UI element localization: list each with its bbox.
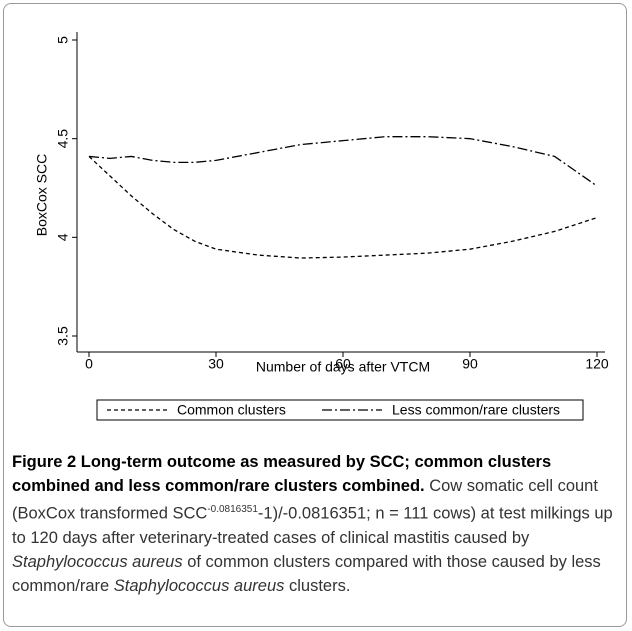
caption-italic: Staphylococcus aureus: [12, 552, 183, 571]
x-tick-label: 0: [85, 356, 93, 372]
caption: Figure 2 Long-term outcome as measured b…: [12, 450, 622, 598]
y-tick-label: 4: [55, 233, 71, 241]
x-tick-label: 60: [335, 356, 351, 372]
x-axis-label: Number of days after VTCM: [256, 359, 430, 375]
legend-label: Common clusters: [177, 402, 286, 418]
caption-text: clusters.: [284, 576, 351, 595]
legend-box: [96, 399, 584, 421]
x-tick-label: 30: [208, 356, 224, 372]
x-tick-label: 120: [585, 356, 609, 372]
x-tick-label: 90: [462, 356, 478, 372]
y-axis-label: BoxCox SCC: [34, 154, 50, 236]
series-line: [88, 155, 598, 259]
caption-text: Cow somatic cell count (BoxCox transform…: [12, 477, 598, 523]
legend-label: Less common/rare clusters: [392, 402, 560, 418]
y-tick-label: 5: [55, 36, 71, 44]
y-tick-label: 3.5: [55, 326, 71, 346]
chart: BoxCox SCC Number of days after VTCM 3.5…: [34, 32, 609, 421]
y-tick-label: 4.5: [55, 129, 71, 149]
caption-text: -1)/-0.0816351; n = 111 cows) at test mi…: [12, 504, 613, 547]
caption-italic: Staphylococcus aureus: [113, 576, 285, 595]
figure-frame: [3, 3, 627, 627]
series-line: [88, 136, 598, 187]
caption-title: Figure 2 Long-term outcome as measured b…: [12, 453, 552, 495]
caption-text: of common clusters compared with those c…: [12, 552, 601, 595]
caption-superscript: -0.0816351: [207, 504, 258, 515]
